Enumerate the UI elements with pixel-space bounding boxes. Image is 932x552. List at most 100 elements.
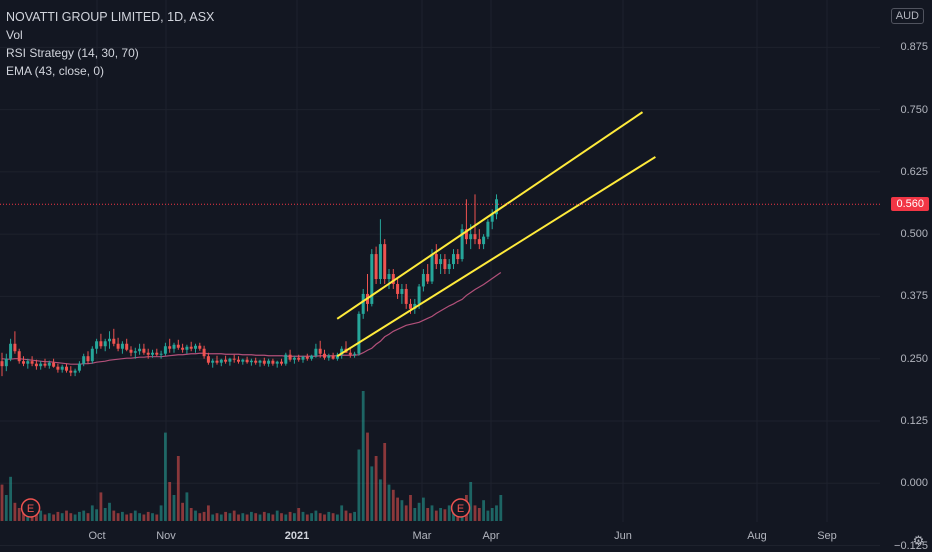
volume-bar <box>22 510 25 521</box>
candle-body <box>133 351 137 353</box>
y-tick-label: −0.125 <box>894 539 928 552</box>
candle-body <box>421 274 425 287</box>
volume-bar <box>172 495 176 521</box>
candle-body <box>370 254 374 304</box>
candle-body <box>361 293 365 314</box>
candle-body <box>430 254 434 282</box>
volume-bar <box>73 514 77 521</box>
volume-bar <box>129 513 133 521</box>
volume-bar <box>271 514 275 521</box>
candle-body <box>254 360 258 363</box>
earnings-marker-label: E <box>457 503 464 515</box>
y-tick-label: 0.625 <box>900 165 928 178</box>
candle-body <box>172 344 176 349</box>
volume-bar <box>99 492 103 521</box>
candle-body <box>473 234 477 240</box>
candle-body <box>443 259 447 270</box>
candle-body <box>22 361 25 364</box>
ema-line <box>1 272 502 365</box>
volume-bar <box>262 511 266 521</box>
candle-body <box>323 353 326 358</box>
volume-bar <box>280 513 283 521</box>
volume-bar <box>0 484 4 521</box>
volume-bar <box>112 510 116 521</box>
volume-bar <box>133 510 137 521</box>
volume-bar <box>202 511 206 521</box>
volume-bar <box>164 432 167 521</box>
legend-ema[interactable]: EMA (43, close, 0) <box>6 64 105 78</box>
volume-bar <box>323 514 326 521</box>
volume-bar <box>168 482 172 521</box>
candle-body <box>456 254 460 260</box>
candle-body <box>52 362 56 367</box>
volume-bar <box>379 479 382 521</box>
volume-bar <box>237 514 240 521</box>
x-tick-label: Apr <box>482 530 500 542</box>
legend-rsi-strategy[interactable]: RSI Strategy (14, 30, 70) <box>6 46 139 60</box>
volume-bar <box>396 497 399 521</box>
volume-bar <box>495 505 498 521</box>
volume-bar <box>90 505 94 521</box>
volume-bar <box>250 511 253 521</box>
volume-bar <box>336 514 339 521</box>
candle-body <box>163 346 167 354</box>
volume-bar <box>422 497 425 521</box>
candle-body <box>434 254 438 265</box>
volume-bar <box>409 495 412 521</box>
candle-body <box>82 356 86 364</box>
volume-bar <box>4 495 8 521</box>
volume-bar <box>417 502 421 521</box>
volume-bar <box>258 514 262 521</box>
candle-body <box>95 341 99 349</box>
candle-body <box>452 254 455 265</box>
candle-body <box>77 363 81 371</box>
volume-bar <box>207 505 210 521</box>
candle-body <box>275 361 279 364</box>
y-tick-label: 0.250 <box>900 352 928 365</box>
volume-bar <box>254 513 258 521</box>
candle-body <box>26 361 30 364</box>
y-tick-label: 0.500 <box>900 228 928 241</box>
candle-body <box>60 366 64 370</box>
volume-bar <box>473 505 477 521</box>
currency-button[interactable]: AUD <box>890 8 924 24</box>
candle-body <box>439 259 443 265</box>
volume-bar <box>224 511 227 521</box>
candle-body <box>292 357 296 360</box>
y-tick-label: 0.000 <box>900 477 928 490</box>
volume-bar <box>293 513 296 521</box>
candle-body <box>112 338 116 344</box>
gear-icon[interactable]: ⚙ <box>912 533 925 548</box>
volume-bar <box>17 508 21 521</box>
candle-body <box>241 359 245 362</box>
volume-bar <box>245 514 249 521</box>
x-tick-label: Sep <box>817 530 837 542</box>
volume-bar <box>108 502 111 521</box>
candle-body <box>224 359 228 362</box>
candle-body <box>413 303 417 309</box>
candle-body <box>142 348 146 353</box>
volume-bar <box>452 510 455 521</box>
volume-bar <box>241 513 245 521</box>
volume-bar <box>370 466 374 521</box>
volume-bar <box>391 489 395 521</box>
channel-lower-line <box>336 156 656 358</box>
volume-bar <box>340 505 344 521</box>
candle-body <box>189 346 193 349</box>
volume-bar <box>434 510 438 521</box>
volume-bar <box>353 511 356 521</box>
candle-body <box>215 360 219 363</box>
candle-body <box>4 358 8 367</box>
candle-body <box>340 348 344 355</box>
volume-bar <box>125 514 129 521</box>
candle-body <box>477 239 481 245</box>
candle-body <box>232 358 236 360</box>
candle-body <box>47 362 51 366</box>
x-tick-label: Nov <box>156 530 176 542</box>
candle-body <box>404 288 408 304</box>
volume-bar <box>9 476 12 521</box>
volume-bar <box>35 513 38 521</box>
legend-symbol-title[interactable]: NOVATTI GROUP LIMITED, 1D, ASX <box>6 10 215 24</box>
legend-volume[interactable]: Vol <box>6 28 23 42</box>
